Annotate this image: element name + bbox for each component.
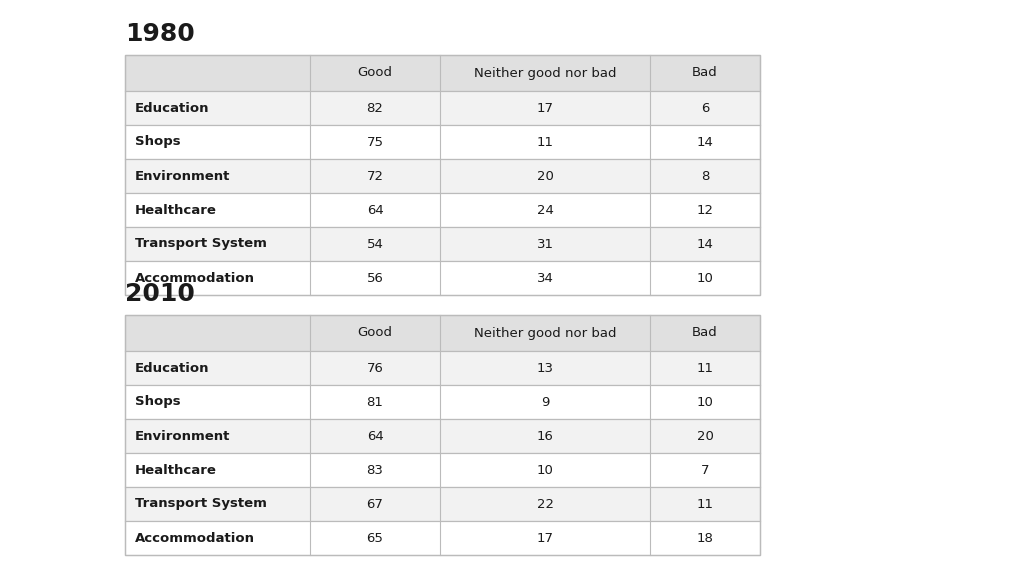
Text: 75: 75 xyxy=(367,136,384,149)
Text: Shops: Shops xyxy=(135,395,180,408)
Bar xyxy=(125,521,760,555)
Bar xyxy=(125,351,760,385)
Text: 16: 16 xyxy=(537,429,553,442)
Text: Healthcare: Healthcare xyxy=(135,463,217,477)
Text: Accommodation: Accommodation xyxy=(135,532,255,545)
Text: 2010: 2010 xyxy=(125,282,195,306)
Text: 11: 11 xyxy=(537,136,554,149)
Bar xyxy=(125,315,760,351)
Text: Accommodation: Accommodation xyxy=(135,271,255,284)
Text: 31: 31 xyxy=(537,238,554,250)
Text: Neither good nor bad: Neither good nor bad xyxy=(474,326,616,339)
Bar xyxy=(125,419,760,453)
Bar xyxy=(125,261,760,295)
Text: 17: 17 xyxy=(537,532,554,545)
Text: Environment: Environment xyxy=(135,429,230,442)
Text: Transport System: Transport System xyxy=(135,238,267,250)
Text: 10: 10 xyxy=(537,463,553,477)
Text: 76: 76 xyxy=(367,362,383,374)
Text: 81: 81 xyxy=(367,395,383,408)
Text: 11: 11 xyxy=(696,362,714,374)
Text: 12: 12 xyxy=(696,204,714,216)
Text: 14: 14 xyxy=(696,238,714,250)
Bar xyxy=(125,227,760,261)
Bar xyxy=(125,385,760,419)
Bar xyxy=(125,193,760,227)
Text: Neither good nor bad: Neither good nor bad xyxy=(474,67,616,80)
Text: 22: 22 xyxy=(537,497,554,511)
Text: Bad: Bad xyxy=(692,326,718,339)
Text: Good: Good xyxy=(357,326,392,339)
Text: 13: 13 xyxy=(537,362,554,374)
Bar xyxy=(125,125,760,159)
Bar xyxy=(125,55,760,295)
Text: 54: 54 xyxy=(367,238,383,250)
Bar xyxy=(125,55,760,91)
Bar xyxy=(125,91,760,125)
Text: 9: 9 xyxy=(541,395,549,408)
Text: 11: 11 xyxy=(696,497,714,511)
Text: 64: 64 xyxy=(367,429,383,442)
Text: 10: 10 xyxy=(696,271,714,284)
Text: 1980: 1980 xyxy=(125,22,195,46)
Text: 64: 64 xyxy=(367,204,383,216)
Text: 65: 65 xyxy=(367,532,383,545)
Text: 14: 14 xyxy=(696,136,714,149)
Text: 17: 17 xyxy=(537,102,554,115)
Text: Good: Good xyxy=(357,67,392,80)
Text: 24: 24 xyxy=(537,204,553,216)
Text: 67: 67 xyxy=(367,497,383,511)
Text: 6: 6 xyxy=(700,102,710,115)
Text: Education: Education xyxy=(135,102,210,115)
Text: 72: 72 xyxy=(367,170,384,183)
Text: 83: 83 xyxy=(367,463,383,477)
Text: Shops: Shops xyxy=(135,136,180,149)
Text: 18: 18 xyxy=(696,532,714,545)
Bar xyxy=(125,453,760,487)
Text: 8: 8 xyxy=(700,170,710,183)
Text: 10: 10 xyxy=(696,395,714,408)
Text: 34: 34 xyxy=(537,271,553,284)
Bar xyxy=(125,487,760,521)
Bar xyxy=(125,315,760,555)
Text: Transport System: Transport System xyxy=(135,497,267,511)
Text: Environment: Environment xyxy=(135,170,230,183)
Text: 56: 56 xyxy=(367,271,383,284)
Bar xyxy=(125,159,760,193)
Text: Education: Education xyxy=(135,362,210,374)
Text: 82: 82 xyxy=(367,102,383,115)
Text: 20: 20 xyxy=(696,429,714,442)
Text: 7: 7 xyxy=(700,463,710,477)
Text: Healthcare: Healthcare xyxy=(135,204,217,216)
Text: Bad: Bad xyxy=(692,67,718,80)
Text: 20: 20 xyxy=(537,170,553,183)
